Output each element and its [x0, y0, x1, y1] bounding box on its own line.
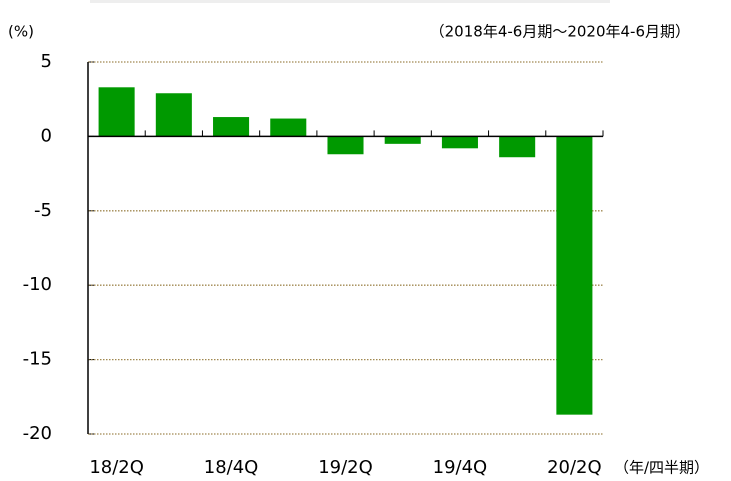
- x-tick-label: 18/4Q: [204, 457, 259, 478]
- y-tick-label: 0: [41, 125, 52, 146]
- x-axis-label: （年/四半期）: [614, 459, 709, 477]
- y-tick-label: -20: [23, 423, 52, 444]
- bar: [384, 136, 421, 144]
- y-tick-label: -15: [23, 349, 52, 370]
- x-tick-label: 20/2Q: [547, 457, 602, 478]
- x-tick-label: 18/2Q: [89, 457, 144, 478]
- bar: [270, 118, 307, 137]
- bar: [213, 117, 250, 137]
- x-tick-label: 19/2Q: [318, 457, 373, 478]
- top-strip: [90, 0, 610, 3]
- bar: [327, 136, 364, 155]
- y-axis-label: (%): [8, 23, 34, 41]
- subtitle: （2018年4-6月期～2020年4-6月期）: [430, 23, 690, 41]
- bar: [556, 136, 593, 415]
- bar: [155, 93, 192, 137]
- y-tick-label: -5: [34, 200, 52, 221]
- x-tick-label: 19/4Q: [433, 457, 488, 478]
- bar: [98, 87, 135, 137]
- bar: [499, 136, 536, 158]
- y-tick-label: -10: [23, 274, 52, 295]
- y-tick-label: 5: [41, 51, 52, 72]
- bar: [441, 136, 478, 149]
